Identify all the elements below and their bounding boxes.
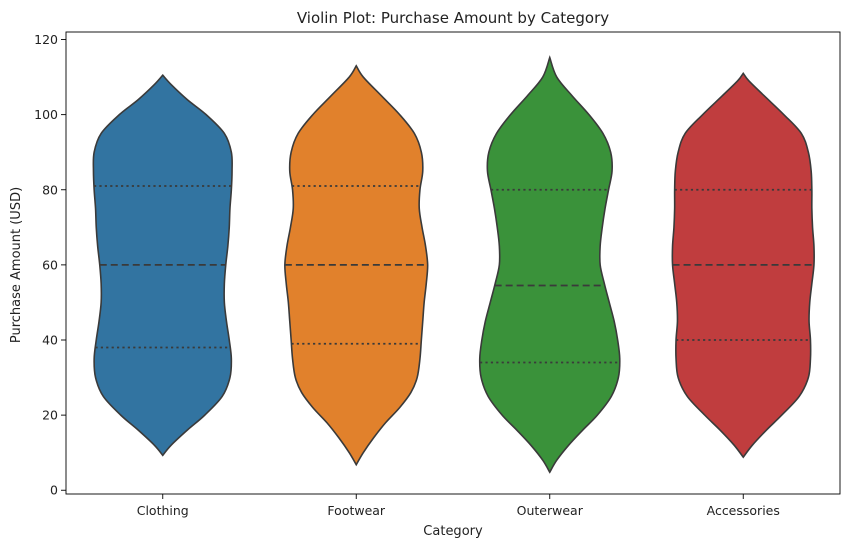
- x-tick-label: Accessories: [707, 503, 780, 518]
- violin-outerwear: [478, 55, 621, 474]
- violin-clothing: [92, 74, 233, 457]
- y-tick-label: 80: [42, 182, 58, 197]
- x-axis-label: Category: [423, 524, 483, 539]
- y-tick-label: 20: [42, 408, 58, 423]
- y-tick-label: 40: [42, 333, 58, 348]
- chart-title: Violin Plot: Purchase Amount by Category: [297, 9, 609, 27]
- y-tick-label: 60: [42, 257, 58, 272]
- y-tick-label: 120: [34, 32, 58, 47]
- y-tick-label: 0: [50, 483, 58, 498]
- x-tick-label: Clothing: [137, 503, 189, 518]
- y-axis-label: Purchase Amount (USD): [9, 187, 24, 343]
- x-tick-label: Outerwear: [517, 503, 584, 518]
- y-tick-label: 100: [34, 107, 58, 122]
- plot-frame: [65, 31, 841, 495]
- x-tick-label: Footwear: [327, 503, 386, 518]
